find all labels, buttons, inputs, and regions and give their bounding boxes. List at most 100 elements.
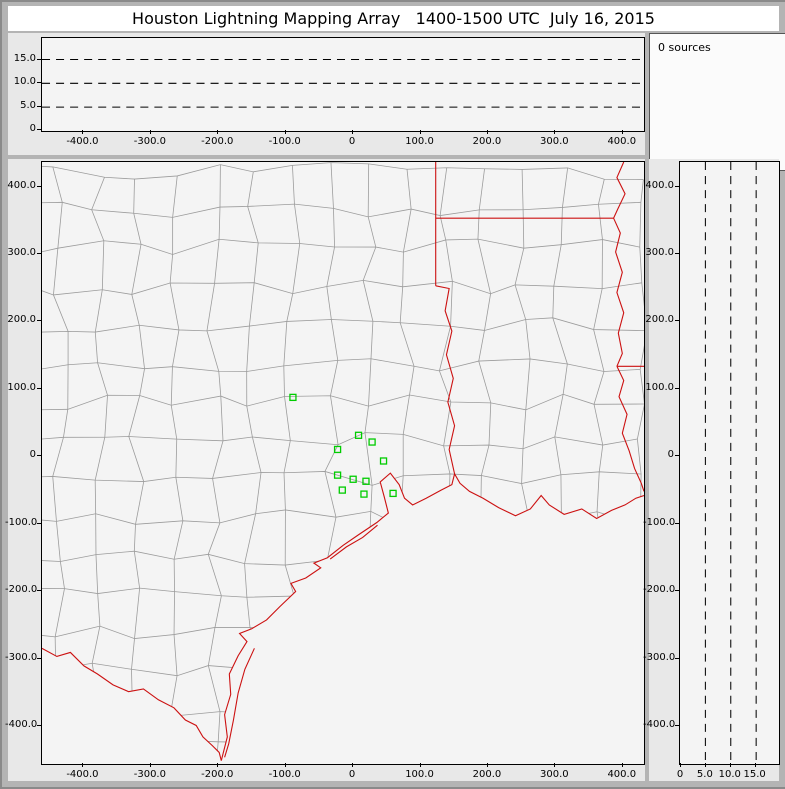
county-line <box>42 624 641 643</box>
tick-label: -300.0 <box>133 769 166 780</box>
tick-label: 400.0 <box>645 179 674 191</box>
tick-mark <box>37 82 42 84</box>
tick-mark <box>675 590 680 592</box>
tick-mark <box>754 763 756 767</box>
tick-mark <box>621 763 623 767</box>
tick-mark <box>486 763 488 767</box>
tick-label: -100.0 <box>268 769 301 780</box>
county-line <box>128 179 147 761</box>
sabine_river-boundary <box>435 285 456 474</box>
tick-mark <box>37 320 42 322</box>
tick-mark <box>675 724 680 726</box>
county-line <box>42 162 644 180</box>
altitude-ew-plot-canvas <box>42 58 644 108</box>
tick-mark <box>37 253 42 254</box>
tick-label: -100.0 <box>643 516 676 528</box>
county-line <box>283 165 301 761</box>
county-line <box>362 163 378 761</box>
tick-label: 300.0 <box>7 247 36 258</box>
tick-label: 0 <box>676 769 684 780</box>
barrier_island-boundary <box>329 524 378 560</box>
tick-label: 0 <box>29 449 36 461</box>
county-line <box>42 238 640 257</box>
sources-count-label: 0 sources <box>658 41 711 54</box>
county-boundaries <box>42 162 644 761</box>
tick-label: 100.0 <box>7 381 36 393</box>
tick-mark <box>486 130 488 134</box>
tick-mark <box>675 320 680 322</box>
tick-mark <box>675 185 680 187</box>
county-line <box>42 201 641 218</box>
county-line <box>42 549 644 566</box>
tick-label: 300.0 <box>540 136 569 147</box>
lma-station-marker <box>333 445 342 454</box>
lma-station-marker <box>360 490 368 498</box>
lma-station-marker <box>389 489 397 498</box>
padre_island-boundary <box>224 648 255 758</box>
county-line <box>42 279 642 296</box>
tick-mark <box>352 763 354 767</box>
tick-mark <box>37 59 42 60</box>
tick-label: 0 <box>29 123 36 134</box>
tick-mark <box>554 763 556 767</box>
county-line <box>51 166 69 761</box>
tick-label: -200.0 <box>201 136 234 147</box>
lma-stations <box>289 393 397 498</box>
tick-mark <box>37 387 42 389</box>
tick-mark <box>149 130 151 134</box>
tick-label: -200.0 <box>643 584 676 596</box>
tick-label: -300.0 <box>133 136 166 147</box>
tick-label: 5.0 <box>696 769 713 780</box>
window-title: Houston Lightning Mapping Array 1400-150… <box>8 6 779 31</box>
tick-label: 10.0 <box>718 769 741 780</box>
county-line <box>477 168 493 761</box>
county-line <box>42 358 641 373</box>
lma-station-marker <box>362 477 370 485</box>
tick-label: -100.0 <box>268 136 301 147</box>
tick-mark <box>37 522 42 524</box>
tick-label: -300.0 <box>643 651 676 663</box>
lma-station-marker <box>349 475 357 483</box>
county-line <box>244 171 262 761</box>
tick-mark <box>680 763 681 767</box>
county-line <box>398 169 415 761</box>
tick-label: 100.0 <box>405 136 434 147</box>
state-boundaries <box>42 162 644 761</box>
tick-label: 400.0 <box>607 136 637 147</box>
sources-count-panel: 0 sources <box>649 33 785 171</box>
tick-label: -400.0 <box>5 718 38 730</box>
tick-label: 300.0 <box>645 247 674 258</box>
lma-station-marker <box>289 393 297 402</box>
county-line <box>42 432 638 450</box>
tick-label: -400.0 <box>643 718 676 730</box>
tick-label: 100.0 <box>405 769 434 780</box>
tick-mark <box>37 105 42 107</box>
tick-label: -200.0 <box>5 584 38 596</box>
tick-mark <box>729 763 731 767</box>
map-plot[interactable] <box>41 161 645 765</box>
lma-station-marker <box>379 457 388 465</box>
tick-label: 100.0 <box>645 381 674 393</box>
tick-mark <box>37 724 42 726</box>
tick-mark <box>675 657 680 659</box>
tick-label: 300.0 <box>540 769 569 780</box>
tick-mark <box>675 387 680 389</box>
tick-mark <box>217 130 219 134</box>
tick-label: 400.0 <box>607 769 637 780</box>
tick-mark <box>284 130 286 134</box>
mississippi-boundary <box>612 162 626 367</box>
tick-mark <box>675 522 680 524</box>
county-line <box>437 167 455 761</box>
tick-mark <box>419 763 421 767</box>
altitude-ns-plot[interactable] <box>679 161 780 765</box>
county-line <box>42 393 644 411</box>
county-line <box>552 167 569 761</box>
county-line <box>42 471 642 486</box>
county-line <box>206 164 224 761</box>
tick-label: 200.0 <box>472 769 502 780</box>
coast-boundary <box>220 472 644 761</box>
altitude-ew-plot[interactable] <box>41 37 645 132</box>
tick-mark <box>554 130 556 134</box>
tick-mark <box>37 185 42 187</box>
